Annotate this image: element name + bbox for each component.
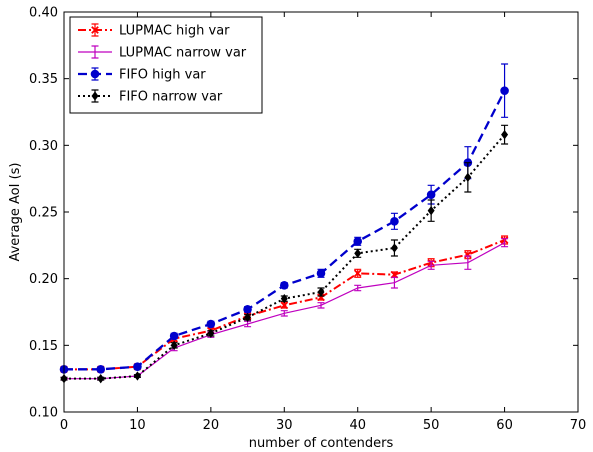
y-tick-label: 0.20 (29, 272, 58, 287)
x-tick-label: 50 (423, 418, 440, 433)
legend-marker (91, 91, 99, 101)
axis-ticks: 0 10 20 30 40 50 60 70 0.10 0.15 0.20 0.25 0.30 0.35 0… (29, 6, 586, 434)
y-tick-label: 0.10 (29, 406, 58, 421)
y-tick-label: 0.15 (29, 339, 58, 354)
data-point (280, 301, 289, 310)
data-point (279, 281, 289, 290)
x-tick-label: 20 (203, 418, 220, 433)
x-tick-label: 70 (570, 418, 587, 433)
legend-marker (90, 69, 100, 79)
x-tick-label: 10 (129, 418, 146, 433)
x-axis-label: number of contenders (249, 436, 394, 451)
x-tick-label: 40 (349, 418, 366, 433)
data-point (97, 374, 105, 384)
series-3 (60, 124, 509, 384)
x-tick-label: 30 (276, 418, 293, 433)
legend: LUPMAC high var LUPMAC narrow var FIFO hig… (69, 16, 263, 114)
y-tick-label: 0.40 (29, 6, 58, 21)
x-tick-label: 0 (60, 418, 68, 433)
data-point (501, 130, 509, 140)
data-point (206, 319, 216, 329)
data-point (390, 243, 398, 253)
data-point (390, 217, 399, 226)
data-point (354, 248, 362, 258)
data-point (243, 305, 252, 314)
data-point (353, 269, 362, 278)
data-point (464, 250, 472, 259)
legend-label: FIFO high var (119, 68, 206, 83)
y-tick-label: 0.35 (29, 72, 58, 87)
y-axis-label: Average AoI (s) (8, 162, 23, 261)
data-point (464, 172, 472, 182)
data-point (427, 206, 435, 216)
legend-label: LUPMAC narrow var (119, 46, 247, 61)
data-point (244, 312, 252, 322)
legend-label: FIFO narrow var (119, 90, 223, 105)
data-point (317, 287, 325, 297)
data-point (317, 293, 325, 302)
data-point (133, 362, 142, 371)
data-point (169, 331, 179, 341)
x-tick-label: 60 (496, 418, 513, 433)
data-point (426, 190, 436, 199)
data-point (96, 365, 106, 374)
legend-error-bar (91, 45, 99, 59)
y-tick-label: 0.30 (29, 139, 58, 154)
data-point (280, 294, 288, 304)
data-point (316, 269, 326, 278)
data-point (207, 328, 215, 338)
data-point (500, 86, 509, 95)
data-point (133, 371, 141, 381)
legend-box (69, 16, 263, 114)
legend-label: LUPMAC high var (119, 24, 230, 39)
data-point (170, 340, 178, 350)
data-point (353, 237, 363, 246)
legend-marker (91, 26, 99, 34)
y-tick-label: 0.25 (29, 206, 58, 221)
